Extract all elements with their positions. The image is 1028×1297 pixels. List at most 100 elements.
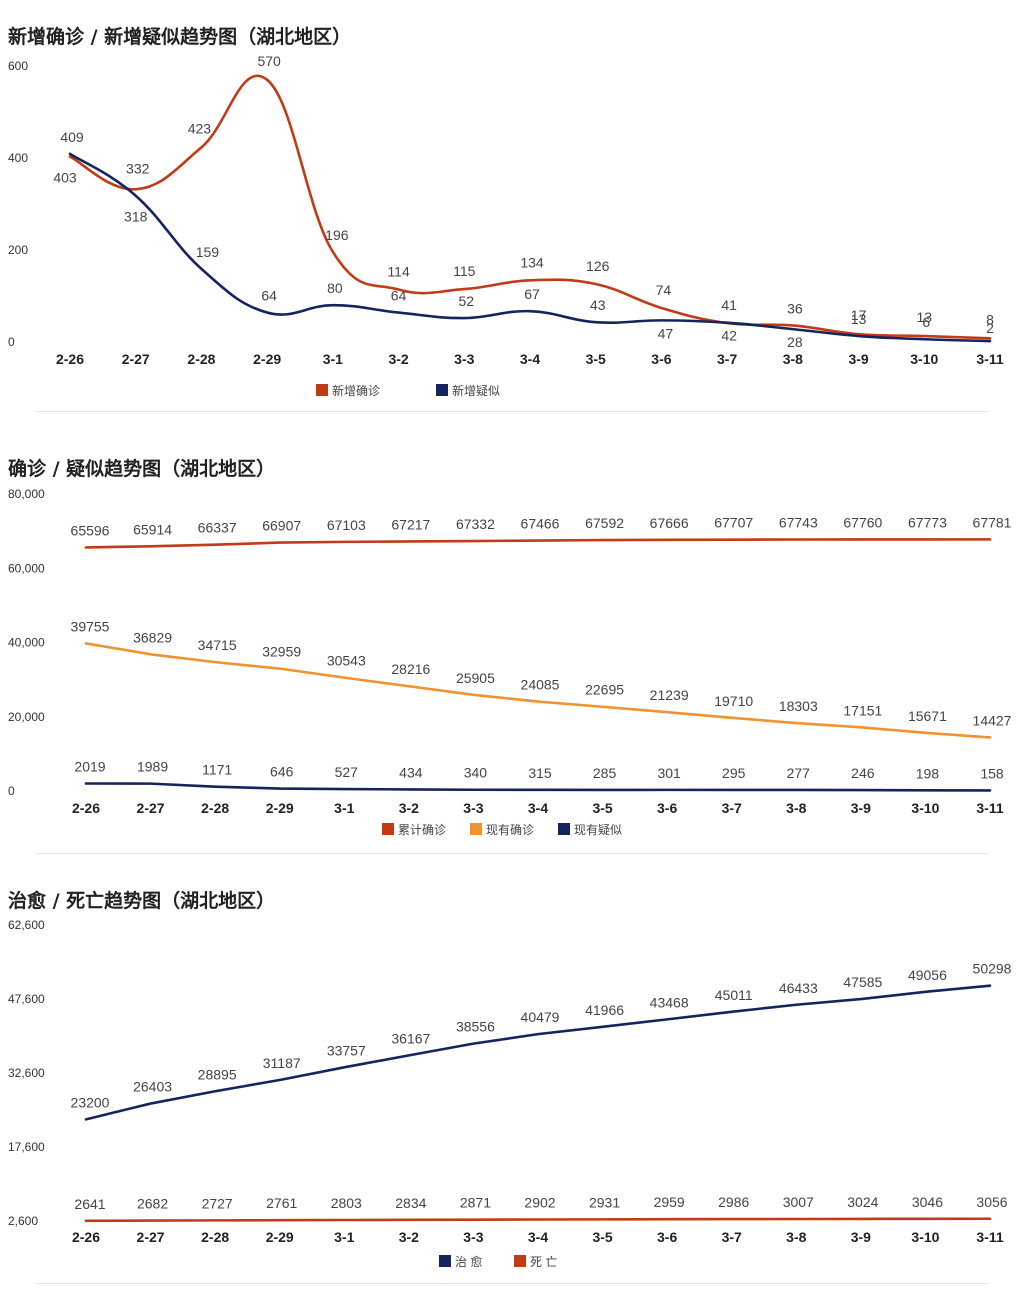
data-label: 301 xyxy=(657,765,681,781)
data-label: 22695 xyxy=(585,682,624,698)
legend-label: 现有确诊 xyxy=(486,823,534,837)
data-label: 42 xyxy=(721,328,737,344)
data-label: 17 xyxy=(851,307,867,323)
data-label: 158 xyxy=(980,765,1004,781)
data-label: 67760 xyxy=(843,514,882,530)
data-label: 25905 xyxy=(456,670,495,686)
data-label: 114 xyxy=(387,264,410,280)
data-label: 2959 xyxy=(654,1194,685,1210)
chart-panel-new-cases: 新增确诊 / 新增疑似趋势图（湖北地区） 0 200 400 600 2-26 2-27 2… xyxy=(0,0,1028,420)
data-label: 570 xyxy=(257,53,281,69)
data-label: 2902 xyxy=(524,1195,555,1211)
data-label: 67103 xyxy=(327,517,366,533)
x-tick-label: 2-29 xyxy=(266,1229,294,1245)
x-tick-label: 3-4 xyxy=(528,1229,548,1245)
x-tick-label: 3-1 xyxy=(323,351,343,367)
data-label: 2641 xyxy=(74,1196,105,1212)
x-tick-label: 3-9 xyxy=(851,1229,871,1245)
data-label: 198 xyxy=(916,765,940,781)
data-label: 340 xyxy=(464,765,488,781)
data-label: 38556 xyxy=(456,1019,495,1035)
x-tick-label: 3-8 xyxy=(786,800,806,816)
y-tick-label: 600 xyxy=(8,59,28,73)
data-label: 80 xyxy=(327,280,343,296)
data-label: 24085 xyxy=(521,677,560,693)
data-label: 2803 xyxy=(331,1195,362,1211)
data-label: 17151 xyxy=(843,702,882,718)
data-label: 527 xyxy=(335,764,359,780)
data-label: 285 xyxy=(593,765,617,781)
series-line xyxy=(84,782,992,792)
chart-panel-confirmed-suspected: 确诊 / 疑似趋势图（湖北地区） 0 20,000 40,000 60,000 80,0… xyxy=(0,432,1028,862)
divider xyxy=(36,411,988,412)
y-tick-label: 62,600 xyxy=(8,918,45,932)
x-tick-label: 2-27 xyxy=(137,1229,165,1245)
data-label: 30543 xyxy=(327,653,366,669)
data-label: 19710 xyxy=(714,693,753,709)
legend-swatch xyxy=(436,384,448,396)
data-label: 2761 xyxy=(266,1195,297,1211)
data-label: 6 xyxy=(922,314,930,330)
data-label: 2986 xyxy=(718,1194,749,1210)
x-tick-label: 3-11 xyxy=(976,1229,1003,1245)
x-tick-label: 2-28 xyxy=(201,1229,229,1245)
data-label: 23200 xyxy=(71,1094,110,1110)
data-label: 13 xyxy=(916,309,932,325)
series-line xyxy=(68,74,992,340)
y-tick-label: 40,000 xyxy=(8,636,45,650)
x-tick-label: 3-4 xyxy=(528,800,548,816)
data-label: 33757 xyxy=(327,1042,366,1058)
data-label: 67466 xyxy=(521,516,560,532)
x-tick-label: 3-6 xyxy=(657,1229,677,1245)
legend-label: 新增疑似 xyxy=(452,383,500,398)
data-label: 134 xyxy=(520,254,544,270)
data-label: 36829 xyxy=(133,629,172,645)
data-label: 26403 xyxy=(133,1079,172,1095)
data-label: 64 xyxy=(261,288,277,304)
x-tick-label: 3-1 xyxy=(334,800,354,816)
data-label: 159 xyxy=(196,244,220,260)
panel-title: 新增确诊 / 新增疑似趋势图（湖北地区） xyxy=(8,26,352,48)
x-tick-label: 3-2 xyxy=(399,800,419,816)
data-label: 28216 xyxy=(391,661,430,677)
data-label: 434 xyxy=(399,764,423,780)
recovered-deaths-chart: 2,600 17,600 32,600 47,600 62,600 2-26 2-27 2-2… xyxy=(8,918,1012,1269)
data-label: 31187 xyxy=(263,1055,301,1071)
data-label: 28 xyxy=(787,334,803,350)
data-label: 28895 xyxy=(198,1066,237,1082)
x-tick-label: 3-11 xyxy=(976,351,1003,367)
data-label: 43468 xyxy=(650,994,689,1010)
y-tick-label: 20,000 xyxy=(8,710,45,724)
legend-swatch xyxy=(514,1255,526,1267)
data-label: 34715 xyxy=(198,637,237,653)
data-label: 18303 xyxy=(779,698,818,714)
data-label: 196 xyxy=(325,227,349,243)
data-label: 49056 xyxy=(908,967,947,983)
data-label: 3007 xyxy=(783,1194,814,1210)
data-label: 332 xyxy=(126,160,150,176)
data-label: 2931 xyxy=(589,1194,620,1210)
panel-title: 治愈 / 死亡趋势图（湖北地区） xyxy=(8,890,276,912)
data-label: 66907 xyxy=(262,518,301,534)
legend-label: 治 愈 xyxy=(455,1254,482,1269)
data-label: 66337 xyxy=(198,520,237,536)
series-line xyxy=(84,1217,992,1223)
x-tick-label: 3-3 xyxy=(454,351,474,367)
legend-label: 累计确诊 xyxy=(398,823,446,837)
legend-swatch xyxy=(439,1255,451,1267)
x-tick-label: 3-3 xyxy=(463,800,483,816)
data-label: 67 xyxy=(524,286,540,302)
x-tick-label: 3-2 xyxy=(399,1229,419,1245)
x-tick-label: 3-8 xyxy=(783,351,803,367)
series-line xyxy=(84,538,992,549)
data-label: 295 xyxy=(722,765,746,781)
data-label: 1171 xyxy=(202,762,232,778)
x-tick-label: 3-8 xyxy=(786,1229,806,1245)
data-label: 67781 xyxy=(973,514,1012,530)
data-label: 52 xyxy=(458,293,474,309)
x-tick-label: 2-26 xyxy=(56,351,84,367)
data-label: 67592 xyxy=(585,515,624,531)
x-tick-label: 2-27 xyxy=(122,351,150,367)
x-tick-label: 2-26 xyxy=(72,800,100,816)
legend-swatch xyxy=(382,823,394,835)
